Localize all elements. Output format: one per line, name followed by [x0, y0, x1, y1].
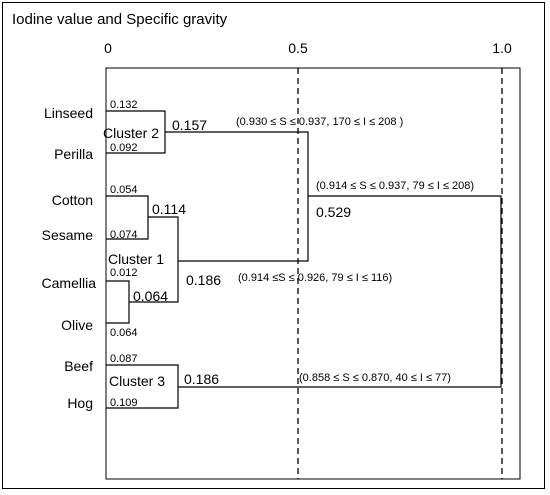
cluster2-value: 0.157	[172, 117, 207, 133]
cluster1-label: Cluster 1	[108, 251, 164, 267]
leaf-label-beef: Beef	[64, 358, 93, 374]
leaf-height-hog: 0.109	[110, 397, 138, 409]
leaf-height-cotton: 0.054	[110, 184, 138, 196]
tick-label-1-0: 1.0	[492, 40, 512, 56]
branch-cluster1-2	[165, 131, 309, 262]
leaf-label-olive: Olive	[61, 317, 93, 333]
cluster3-label: Cluster 3	[109, 373, 165, 389]
cluster1-value: 0.186	[186, 272, 221, 288]
cluster2-label: Cluster 2	[103, 125, 159, 141]
leaf-label-camellia: Camellia	[42, 275, 97, 291]
leaf-height-camellia: 0.012	[110, 267, 138, 279]
branch-cluster1	[129, 216, 179, 303]
leaf-height-perilla: 0.092	[110, 142, 138, 154]
cluster1-2-range: (0.914 ≤ S ≤ 0.937, 79 ≤ I ≤ 208)	[316, 180, 474, 192]
cluster3-value: 0.186	[184, 371, 219, 387]
leaf-label-hog: Hog	[67, 395, 93, 411]
tick-label-0: 0	[104, 40, 112, 56]
leaf-label-perilla: Perilla	[54, 146, 93, 162]
leaf-height-sesame: 0.074	[110, 229, 138, 241]
branch-camellia-olive	[106, 280, 130, 324]
camellia-olive-value: 0.064	[133, 288, 168, 304]
cluster3-range: (0.858 ≤ S ≤ 0.870, 40 ≤ I ≤ 77)	[299, 372, 451, 384]
leaf-height-olive: 0.064	[110, 327, 138, 339]
cluster1-range: (0.914 ≤S ≤ 0.926, 79 ≤ I ≤ 116)	[238, 272, 392, 284]
leaf-label-linseed: Linseed	[44, 105, 93, 121]
cluster1-2-value: 0.529	[316, 204, 351, 220]
leaf-height-linseed: 0.132	[110, 99, 138, 111]
leaf-label-cotton: Cotton	[52, 192, 93, 208]
figure-frame	[2, 2, 545, 489]
plot-box	[105, 67, 521, 480]
leaf-label-sesame: Sesame	[42, 227, 94, 243]
leaf-height-beef: 0.087	[110, 353, 138, 365]
branch-root	[178, 195, 502, 388]
figure-title: Iodine value and Specific gravity	[12, 11, 228, 28]
tick-label-0-5: 0.5	[288, 40, 308, 56]
cluster2-range: (0.930 ≤ S ≤ 0.937, 170 ≤ I ≤ 208 )	[236, 116, 403, 128]
cotton-sesame-value: 0.114	[152, 201, 186, 217]
